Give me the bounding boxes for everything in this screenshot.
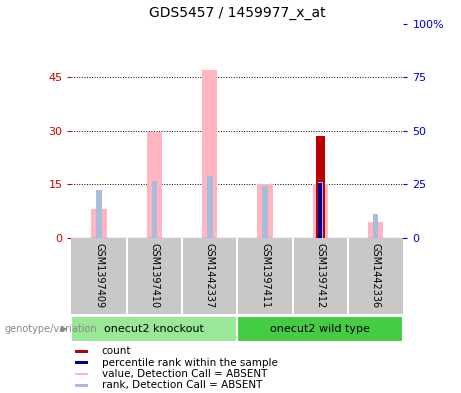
Bar: [318, 182, 323, 238]
Text: value, Detection Call = ABSENT: value, Detection Call = ABSENT: [102, 369, 267, 379]
Bar: [75, 362, 89, 364]
Bar: [91, 209, 107, 238]
Bar: [207, 176, 213, 238]
Text: genotype/variation: genotype/variation: [5, 324, 97, 334]
Bar: [147, 132, 162, 238]
Text: rank, Detection Call = ABSENT: rank, Detection Call = ABSENT: [102, 380, 262, 390]
Bar: [96, 189, 102, 238]
Bar: [152, 181, 157, 238]
Bar: [319, 183, 322, 238]
Text: GSM1397411: GSM1397411: [260, 243, 270, 308]
Text: GSM1442337: GSM1442337: [205, 243, 215, 309]
Text: onecut2 knockout: onecut2 knockout: [105, 324, 204, 334]
Bar: [75, 384, 89, 387]
Bar: [75, 350, 89, 353]
Text: percentile rank within the sample: percentile rank within the sample: [102, 358, 278, 368]
Text: GSM1397409: GSM1397409: [94, 243, 104, 308]
Bar: [71, 316, 237, 342]
Bar: [75, 373, 89, 375]
Bar: [262, 186, 268, 238]
Text: onecut2 wild type: onecut2 wild type: [271, 324, 370, 334]
Text: GSM1397412: GSM1397412: [315, 243, 325, 309]
Text: GSM1397410: GSM1397410: [149, 243, 160, 308]
Bar: [313, 184, 328, 238]
Bar: [368, 222, 384, 238]
Bar: [202, 70, 218, 238]
Title: GDS5457 / 1459977_x_at: GDS5457 / 1459977_x_at: [149, 6, 326, 20]
Bar: [316, 136, 325, 238]
Bar: [373, 214, 378, 238]
Bar: [257, 184, 273, 238]
Bar: [237, 316, 403, 342]
Text: count: count: [102, 347, 131, 356]
Text: GSM1442336: GSM1442336: [371, 243, 381, 308]
